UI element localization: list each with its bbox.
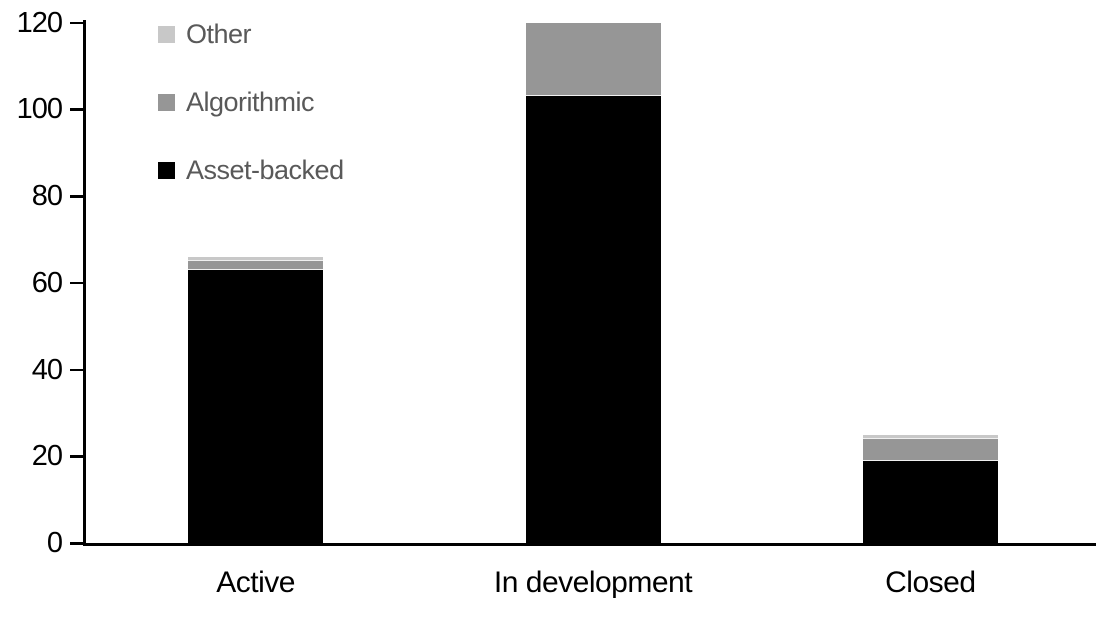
bar-segment-asset-backed-active (188, 269, 324, 543)
legend-item-algorithmic: Algorithmic (158, 87, 344, 117)
legend-label-other: Other (186, 19, 252, 49)
legend-label-algorithmic: Algorithmic (186, 87, 315, 117)
bar-segment-asset-backed-closed (862, 460, 998, 543)
legend-swatch-other-icon (158, 25, 175, 43)
legend-item-asset-backed: Asset-backed (158, 155, 344, 185)
bar-segment-algorithmic-closed (862, 438, 998, 461)
category-label-in-development: In development (493, 566, 693, 599)
y-tick-label-80: 80 (31, 180, 63, 212)
y-tick-mark-60 (70, 281, 84, 285)
y-tick-label-20: 20 (31, 440, 63, 473)
category-label-active: Active (216, 566, 295, 599)
bar-segment-asset-backed-in-development (525, 96, 661, 543)
y-tick-label-40: 40 (31, 353, 63, 386)
bar-active (188, 256, 324, 543)
y-tick-mark-40 (70, 368, 84, 371)
y-axis-line (83, 20, 86, 545)
legend-label-asset-backed: Asset-backed (186, 155, 344, 185)
legend-swatch-algorithmic-icon (158, 93, 175, 111)
bar-in-development (525, 22, 661, 543)
bar-segment-other-active (188, 256, 324, 262)
y-tick-label-60: 60 (31, 266, 63, 299)
y-tick-label-100: 100 (16, 93, 63, 126)
y-tick-mark-120 (70, 21, 84, 24)
y-tick-mark-80 (70, 195, 84, 198)
bar-segment-algorithmic-active (188, 261, 324, 270)
bar-segment-other-closed (862, 434, 998, 439)
legend: Other Algorithmic Asset-backed (158, 19, 344, 185)
bar-segment-algorithmic-in-development (525, 22, 661, 97)
y-tick-mark-0 (70, 542, 84, 545)
x-axis-line (83, 543, 1096, 546)
category-label-closed: Closed (885, 566, 976, 599)
bar-closed (862, 434, 998, 543)
legend-item-other: Other (158, 19, 344, 49)
y-tick-mark-100 (70, 108, 84, 111)
y-tick-mark-20 (70, 455, 84, 458)
y-tick-label-120: 120 (16, 6, 63, 39)
y-tick-label-0: 0 (46, 527, 63, 559)
legend-swatch-asset-backed-icon (158, 161, 175, 179)
